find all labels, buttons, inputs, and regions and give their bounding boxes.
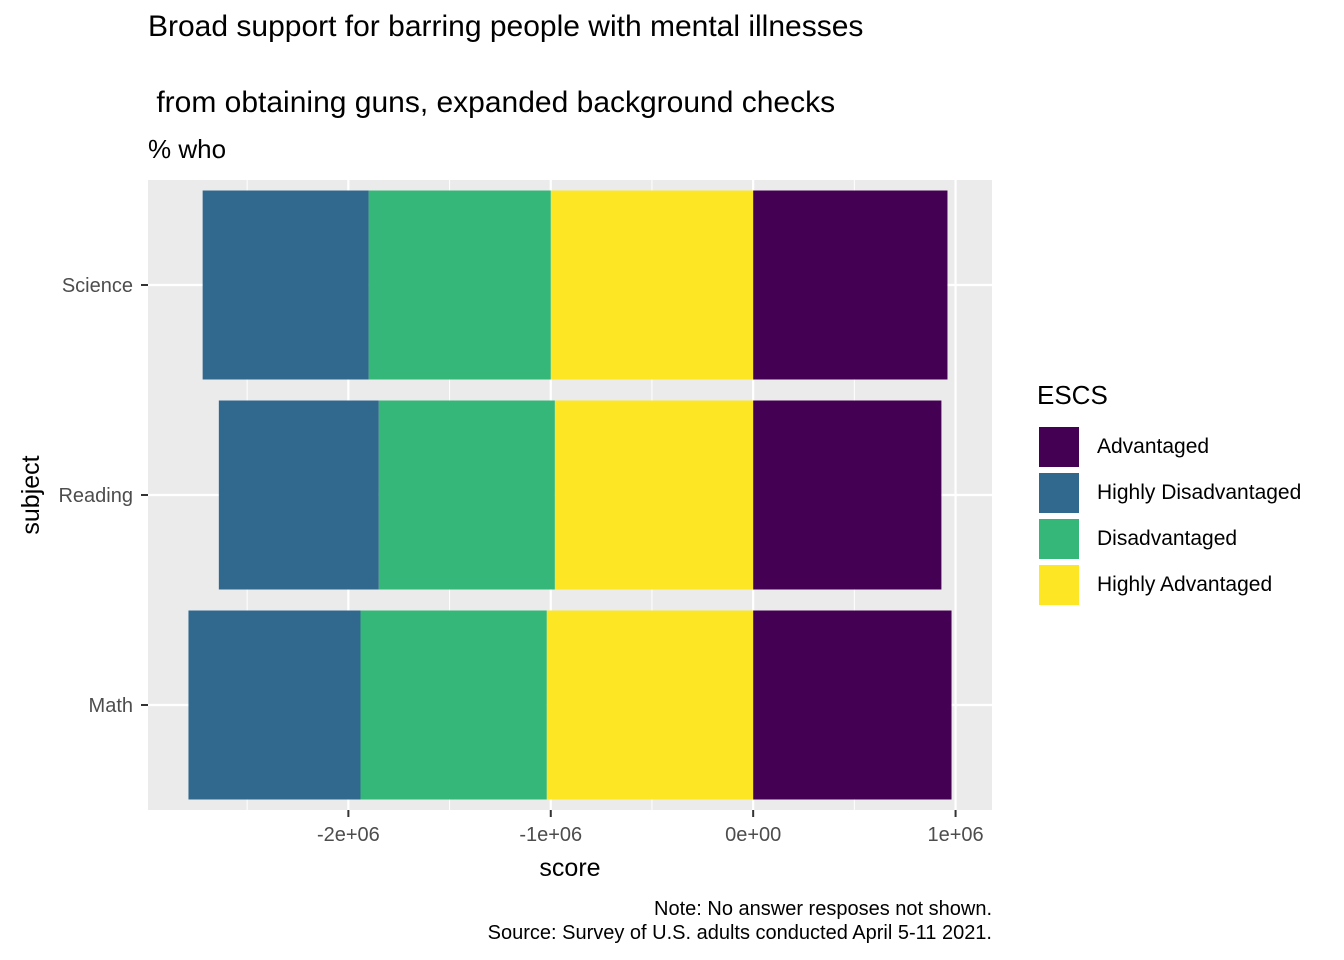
bar-disadvantaged-science [368, 190, 551, 380]
bar-highly-advantaged-reading [554, 400, 754, 590]
bar-advantaged-reading [753, 400, 942, 590]
x-axis-title: score [539, 854, 600, 882]
bar-advantaged-science [753, 190, 948, 380]
caption: Note: No answer resposes not shown. Sour… [488, 897, 992, 945]
legend-label: Highly Advantaged [1097, 573, 1273, 596]
bar-highly-disadvantaged-reading [218, 400, 379, 590]
legend-item: Advantaged [1037, 424, 1301, 470]
x-tick-label: -1e+06 [519, 824, 582, 846]
y-tick-label: Reading [58, 485, 133, 507]
caption-source: Source: Survey of U.S. adults conducted … [487, 922, 992, 944]
bar-disadvantaged-math [360, 610, 547, 800]
legend-item: Disadvantaged [1037, 516, 1301, 562]
legend-swatch [1037, 425, 1081, 469]
x-tick-label: -2e+06 [317, 824, 380, 846]
chart-subtitle: % who [148, 134, 227, 164]
legend-item: Highly Disadvantaged [1037, 470, 1301, 516]
legend-label: Advantaged [1097, 435, 1210, 458]
chart-title-line-1: Broad support for barring people with me… [148, 10, 864, 43]
chart-title-line-2: from obtaining guns, expanded background… [148, 86, 836, 119]
bar-highly-advantaged-math [546, 610, 754, 800]
bar-highly-disadvantaged-math [188, 610, 361, 800]
x-tick-label: 1e+06 [927, 824, 983, 846]
y-tick-label: Science [62, 275, 133, 297]
legend-label: Highly Disadvantaged [1097, 481, 1302, 504]
caption-note: Note: No answer resposes not shown. [654, 898, 992, 920]
legend-items: Advantaged Highly Disadvantaged Disadvanta… [1037, 424, 1301, 608]
bar-highly-disadvantaged-science [202, 190, 369, 380]
legend: ESCS Advantaged Highly Disadvantaged Disad… [1037, 380, 1301, 608]
y-tick-label: Math [89, 695, 133, 717]
legend-item: Highly Advantaged [1037, 562, 1301, 608]
legend-swatch [1037, 563, 1081, 607]
y-axis-title: subject [17, 455, 45, 534]
legend-label: Disadvantaged [1097, 527, 1238, 550]
legend-title: ESCS [1037, 380, 1108, 410]
legend-swatch [1037, 517, 1081, 561]
bar-advantaged-math [753, 610, 952, 800]
bar-highly-advantaged-science [550, 190, 754, 380]
x-tick-label: 0e+00 [725, 824, 781, 846]
legend-swatch [1037, 471, 1081, 515]
bar-disadvantaged-reading [378, 400, 555, 590]
